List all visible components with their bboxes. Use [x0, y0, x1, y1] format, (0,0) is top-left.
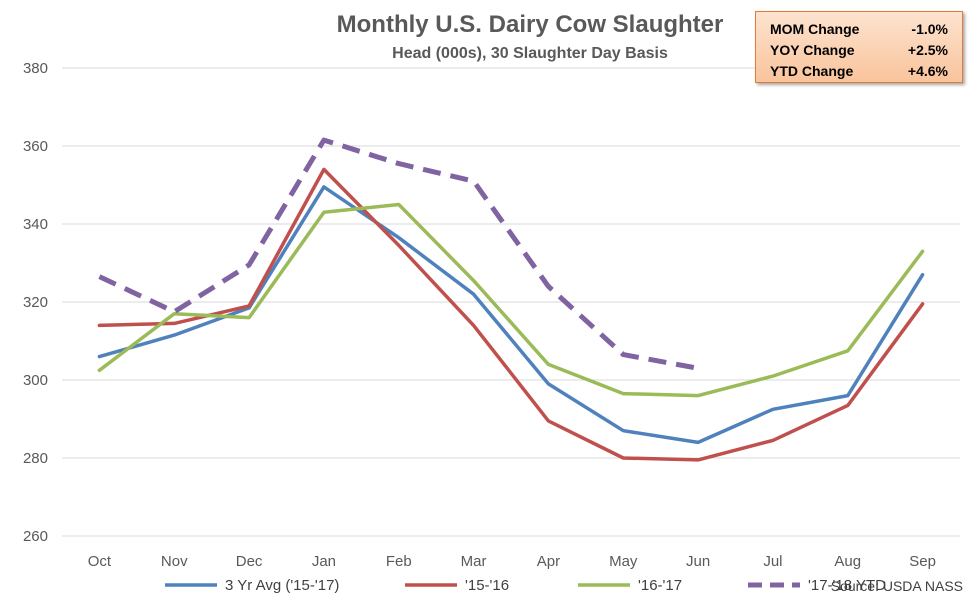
- x-tick-label: Jul: [763, 553, 782, 570]
- y-tick-label: 340: [23, 216, 48, 233]
- stat-value: +2.5%: [907, 42, 948, 58]
- stats-box: MOM Change -1.0% YOY Change +2.5% YTD Ch…: [755, 11, 963, 83]
- stat-row-ytd: YTD Change +4.6%: [770, 61, 948, 82]
- x-tick-label: Dec: [236, 553, 263, 570]
- x-tick-label: Mar: [461, 553, 487, 570]
- y-tick-label: 360: [23, 138, 48, 155]
- stat-label: MOM Change: [770, 21, 860, 37]
- chart-title: Monthly U.S. Dairy Cow Slaughter: [337, 11, 724, 38]
- x-tick-label: Feb: [386, 553, 412, 570]
- stat-label: YOY Change: [770, 42, 855, 58]
- stat-row-yoy: YOY Change +2.5%: [770, 40, 948, 61]
- gridlines: [62, 67, 960, 537]
- legend: 3 Yr Avg ('15-'17) '15-'16 '16-'17 '17-'18 …: [165, 577, 886, 594]
- x-tick-label: Jun: [686, 553, 710, 570]
- y-axis-ticks: 260 280 300 320 340 360 380: [23, 60, 48, 545]
- y-tick-label: 280: [23, 450, 48, 467]
- x-tick-label: May: [609, 553, 638, 570]
- stat-row-mom: MOM Change -1.0%: [770, 19, 948, 40]
- y-tick-label: 380: [23, 60, 48, 77]
- legend-label: '16-'17: [638, 577, 682, 594]
- x-tick-label: Sep: [909, 553, 936, 570]
- x-tick-label: Oct: [88, 553, 112, 570]
- y-tick-label: 300: [23, 372, 48, 389]
- chart-subtitle: Head (000s), 30 Slaughter Day Basis: [392, 45, 668, 62]
- series-line-1: [97, 167, 925, 462]
- stat-value: -1.0%: [911, 21, 948, 37]
- y-tick-label: 260: [23, 528, 48, 545]
- series-line-0: [97, 185, 925, 445]
- legend-label: '17-'18 YTD: [808, 577, 886, 594]
- legend-label: 3 Yr Avg ('15-'17): [225, 577, 339, 594]
- stat-value: +4.6%: [907, 63, 948, 79]
- x-tick-label: Nov: [161, 553, 188, 570]
- x-tick-label: Apr: [537, 553, 560, 570]
- x-tick-label: Aug: [834, 553, 861, 570]
- series-line-3: [98, 137, 699, 371]
- x-axis-ticks: Oct Nov Dec Jan Feb Mar Apr May Jun Jul Aug Sep: [88, 553, 936, 570]
- y-tick-label: 320: [23, 294, 48, 311]
- series-lines: [97, 137, 925, 462]
- x-tick-label: Jan: [312, 553, 336, 570]
- series-line-2: [97, 202, 925, 398]
- stat-label: YTD Change: [770, 63, 854, 79]
- legend-label: '15-'16: [465, 577, 509, 594]
- source-note: Source: USDA NASS: [831, 578, 963, 594]
